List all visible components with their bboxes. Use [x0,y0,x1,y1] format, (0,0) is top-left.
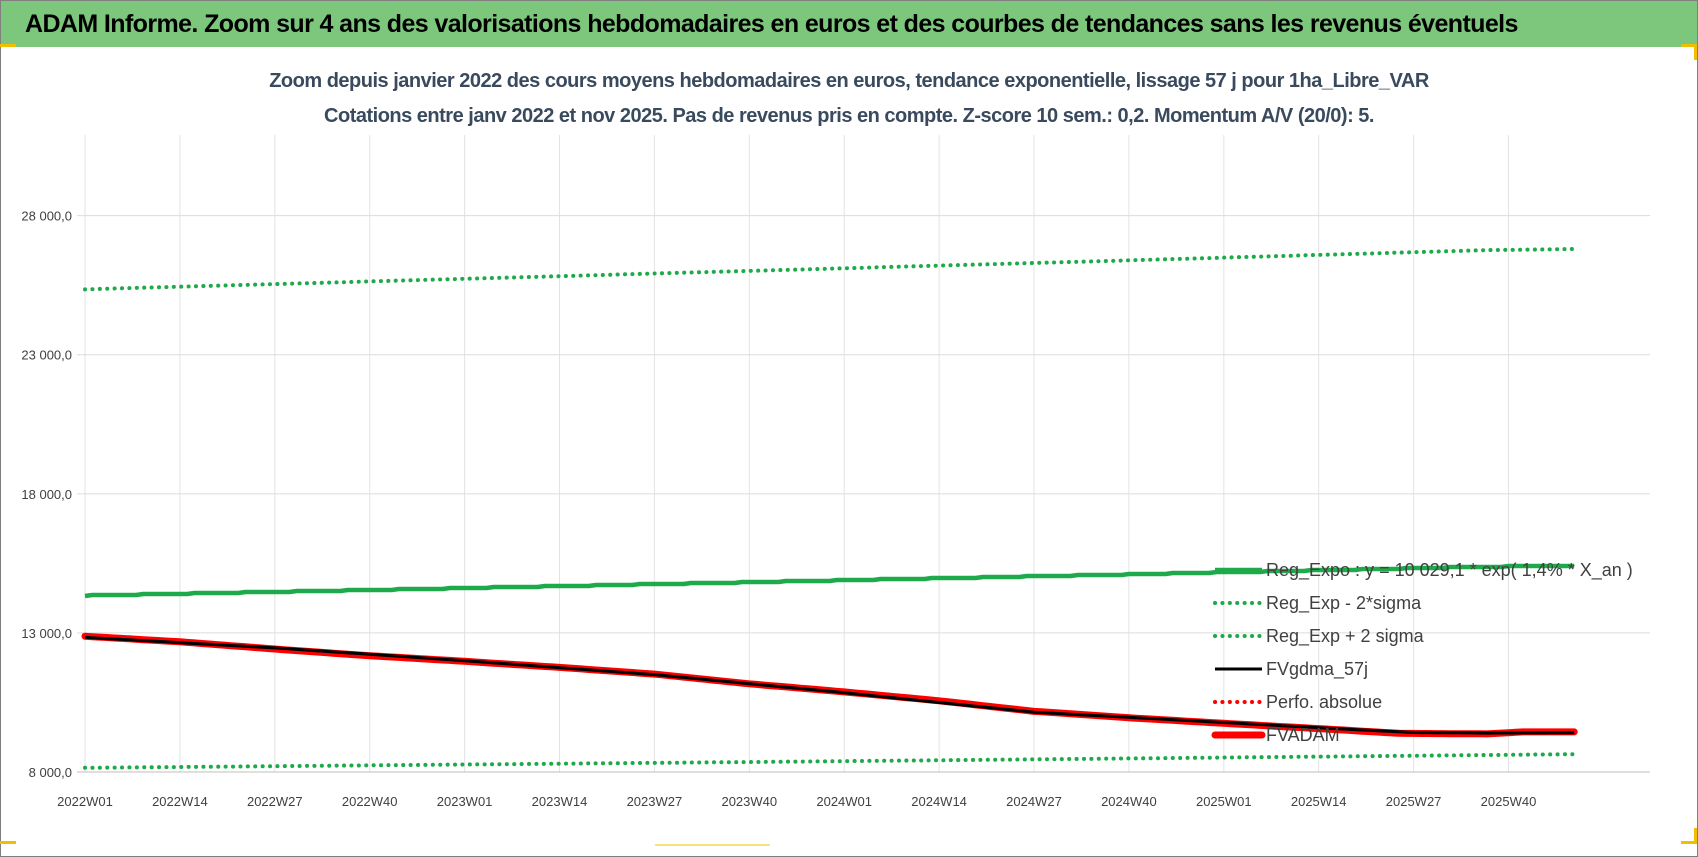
x-tick-label: 2024W14 [911,794,967,809]
y-axis: 8 000,0 13 000,0 18 000,0 23 000,0 28 000,0 [21,209,72,780]
y-tick-label: 8 000,0 [29,765,72,780]
x-tick-label: 2025W01 [1196,794,1252,809]
x-tick-label: 2024W01 [816,794,872,809]
legend-label-4: Perfo. absolue [1266,692,1382,712]
corner-mark-right [1681,44,1697,47]
corner-mark-left [0,44,16,47]
x-axis: 2022W01 2022W14 2022W27 2022W40 2023W01 2023W… [57,771,1650,809]
legend-label-5: FVADAM [1266,725,1340,745]
x-tick-label: 2023W01 [437,794,493,809]
legend-label-2: Reg_Exp + 2 sigma [1266,626,1425,647]
corner-mark-bottom-left [0,841,16,844]
y-tick-label: 18 000,0 [21,487,72,502]
legend: Reg_Expo : y = 10 029,1 * exp( 1,4% * X_… [1211,560,1633,745]
chart-subtitle: Cotations entre janv 2022 et nov 2025. P… [324,105,1374,127]
chart-title: Zoom depuis janvier 2022 des cours moyen… [269,70,1429,92]
series-line-reg-exp [83,752,1577,770]
y-tick-label: 13 000,0 [21,626,72,641]
x-tick-label: 2023W14 [532,794,588,809]
x-tick-label: 2025W27 [1386,794,1442,809]
legend-label-0: Reg_Expo : y = 10 029,1 * exp( 1,4% * X_… [1266,560,1633,581]
banner-title: ADAM Informe. Zoom sur 4 ans des valoris… [1,1,1697,47]
grid-lines [77,135,1650,773]
legend-label-3: FVgdma_57j [1266,659,1368,680]
series-line-reg-expo [84,563,1575,599]
series-line-fvgdma-57j [84,635,1575,735]
x-tick-label: 2023W40 [721,794,777,809]
series-line-reg-exp [83,247,1577,292]
y-tick-label: 23 000,0 [21,348,72,363]
series-lines [81,247,1578,770]
y-tick-label: 28 000,0 [21,209,72,224]
corner-mark-bottom-right [1681,841,1697,844]
x-tick-label: 2022W27 [247,794,303,809]
bottom-center-mark [655,844,770,846]
corner-mark-right-v [1694,44,1697,60]
x-tick-label: 2025W40 [1481,794,1537,809]
x-tick-label: 2022W01 [57,794,113,809]
x-tick-label: 2023W27 [627,794,683,809]
x-tick-label: 2024W27 [1006,794,1062,809]
x-tick-label: 2024W40 [1101,794,1157,809]
x-tick-label: 2022W14 [152,794,208,809]
corner-mark-bottom-right-v [1694,828,1697,844]
x-tick-label: 2025W14 [1291,794,1347,809]
x-tick-label: 2022W40 [342,794,398,809]
legend-label-1: Reg_Exp - 2*sigma [1266,593,1422,614]
